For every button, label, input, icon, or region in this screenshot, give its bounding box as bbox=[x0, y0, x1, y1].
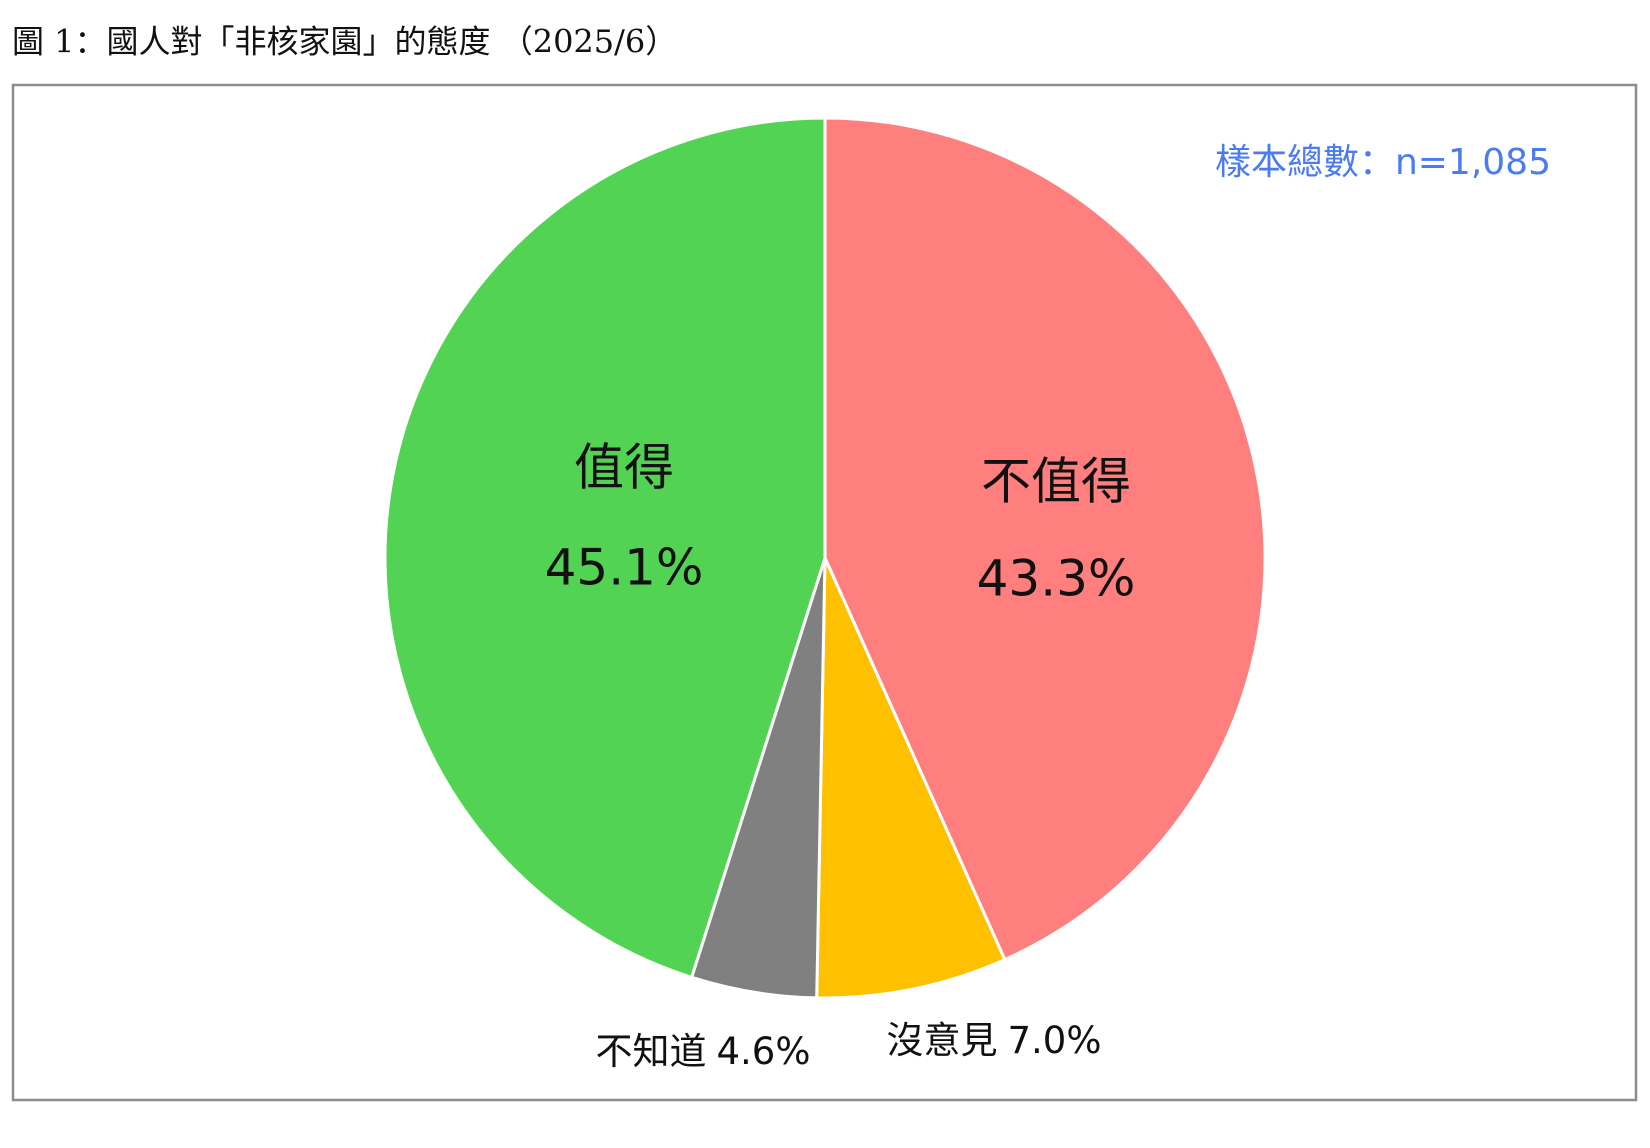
pie-slice bbox=[815, 557, 1007, 1000]
frame bbox=[11, 83, 1638, 1102]
sample-note: 樣本總數：n=1,085 bbox=[1215, 142, 1551, 183]
chart-title: 圖 1：國人對「非核家園」的態度 （2025/6） bbox=[12, 23, 677, 61]
slice-label-group: 沒意見 7.0% bbox=[887, 1019, 1102, 1062]
slice-label: 不值得 bbox=[981, 453, 1131, 511]
slice-label-group: 不知道 4.6% bbox=[596, 1030, 811, 1073]
slice-value-label: 43.3% bbox=[977, 550, 1136, 608]
slice-value-label: 4.6% bbox=[717, 1030, 811, 1073]
slice-value-label: 45.1% bbox=[545, 539, 704, 597]
pie-slice bbox=[383, 116, 827, 980]
slice-value-label: 7.0% bbox=[1008, 1019, 1102, 1062]
pie-slice bbox=[823, 116, 1267, 962]
slice-label: 值得 bbox=[574, 439, 674, 497]
slice-label: 沒意見 bbox=[887, 1019, 998, 1062]
slice-label: 不知道 bbox=[596, 1030, 707, 1073]
